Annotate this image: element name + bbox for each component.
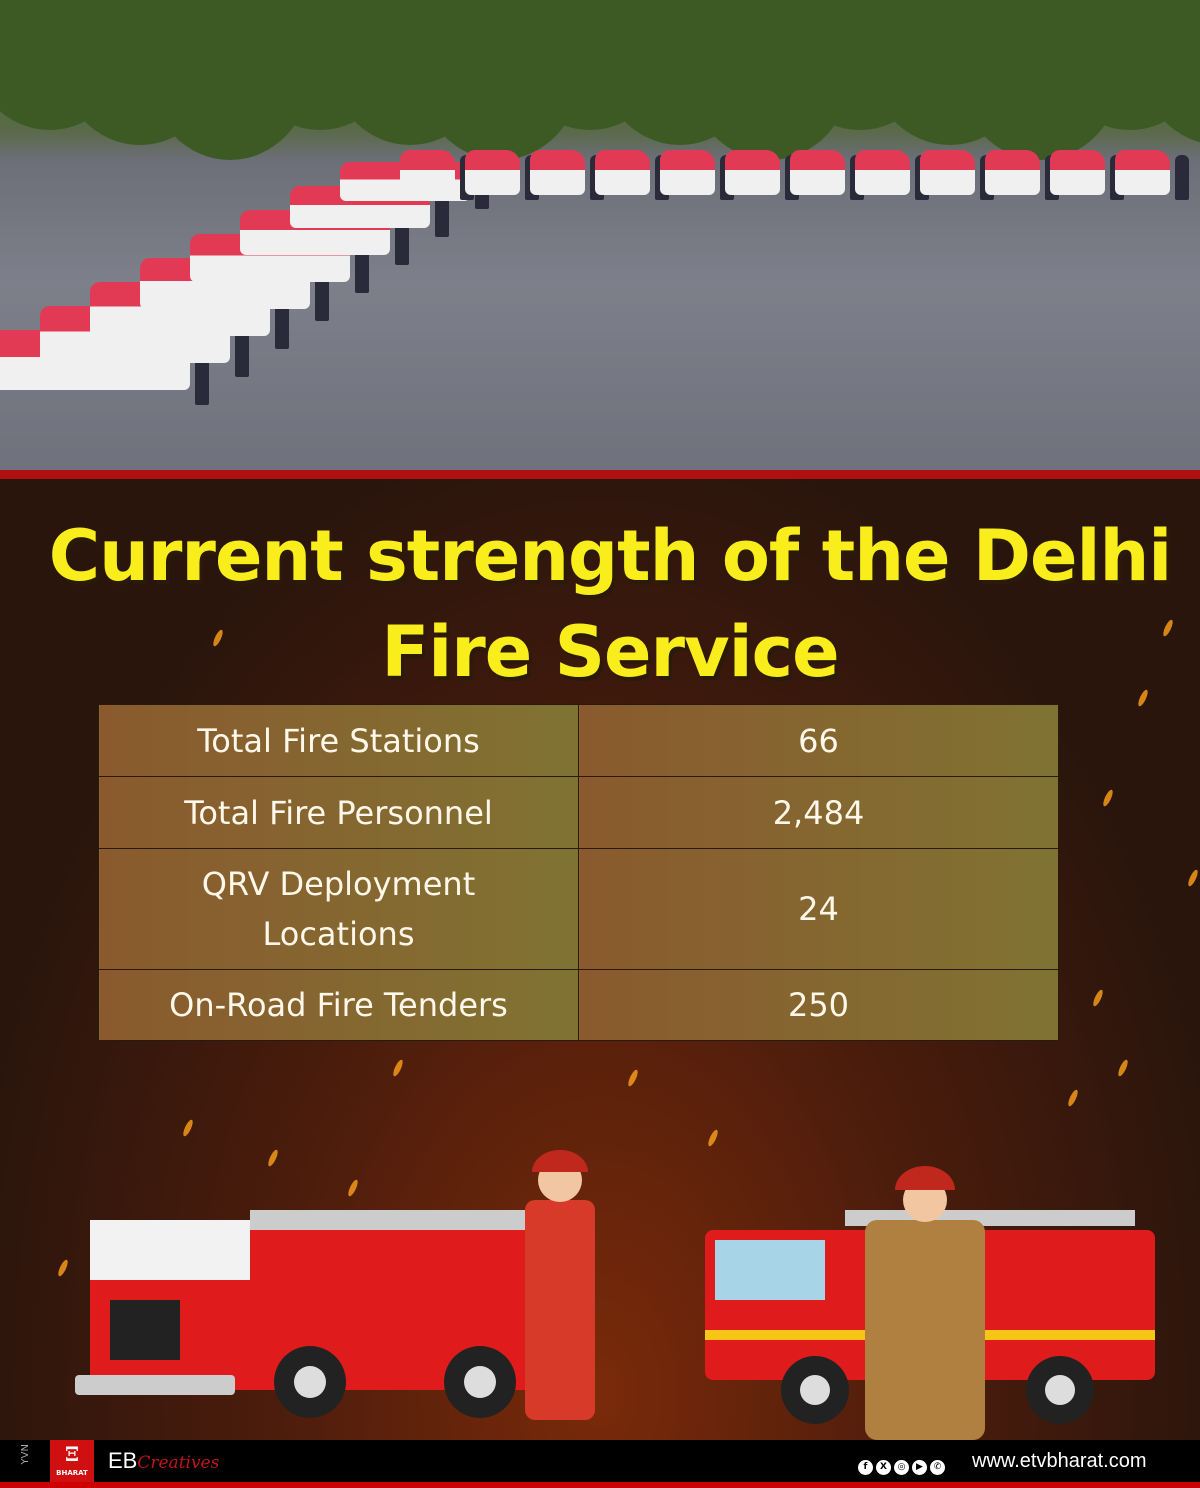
stat-label: Total Fire Stations — [98, 704, 579, 777]
stats-table: Total Fire Stations 66 Total Fire Personn… — [98, 704, 1059, 1041]
vehicle — [660, 150, 715, 195]
table-row: Total Fire Stations 66 — [98, 704, 1059, 777]
ember-spark — [1091, 988, 1105, 1008]
ember-spark — [1101, 788, 1115, 808]
stat-label: Total Fire Personnel — [98, 776, 579, 849]
page-title: Current strength of the Delhi Fire Servi… — [48, 515, 1173, 693]
header-photo-fire-vehicles — [0, 0, 1200, 470]
vehicle — [1115, 150, 1170, 195]
firefighter — [1175, 155, 1189, 200]
vehicle — [985, 150, 1040, 195]
table-row: Total Fire Personnel 2,484 — [98, 776, 1059, 849]
whatsapp-icon[interactable]: ✆ — [930, 1460, 945, 1475]
brand-logo: EBCreatives — [108, 1448, 220, 1474]
stat-value: 250 — [578, 969, 1059, 1041]
fire-truck-with-firefighter-illustration — [705, 1166, 1155, 1440]
stat-label: On-Road Fire Tenders — [98, 969, 579, 1041]
stat-label: QRV Deployment Locations — [98, 848, 579, 970]
vehicle — [1050, 150, 1105, 195]
stat-value: 24 — [578, 848, 1059, 970]
vehicle — [595, 150, 650, 195]
instagram-icon[interactable]: ◎ — [894, 1460, 909, 1475]
table-row: QRV Deployment Locations 24 — [98, 848, 1059, 970]
social-icons: f X ◎ ▶ ✆ — [858, 1454, 948, 1475]
vehicle — [530, 150, 585, 195]
stat-value: 2,484 — [578, 776, 1059, 849]
divider — [0, 470, 1200, 479]
firefighter — [435, 191, 449, 237]
footer-stripe — [0, 1482, 1200, 1488]
footer-bar: YVN Ξ BHARAT EBCreatives f X ◎ ▶ ✆ www.etvbh… — [0, 1440, 1200, 1482]
vehicle — [400, 150, 455, 195]
ember-spark — [1066, 1088, 1080, 1108]
vehicle — [790, 150, 845, 195]
x-icon[interactable]: X — [876, 1460, 891, 1475]
vehicle — [725, 150, 780, 195]
vehicle — [465, 150, 520, 195]
ember-spark — [706, 1128, 720, 1148]
youtube-icon[interactable]: ▶ — [912, 1460, 927, 1475]
ember-spark — [181, 1118, 195, 1138]
ember-spark — [56, 1258, 70, 1278]
vehicle — [920, 150, 975, 195]
ember-spark — [1116, 1058, 1130, 1078]
table-row: On-Road Fire Tenders 250 — [98, 969, 1059, 1041]
side-tag: YVN — [20, 1444, 31, 1465]
stat-value: 66 — [578, 704, 1059, 777]
website-link[interactable]: www.etvbharat.com — [972, 1450, 1147, 1472]
ember-spark — [391, 1058, 405, 1078]
fire-truck-with-firefighter-illustration — [75, 1150, 595, 1420]
vehicle — [855, 150, 910, 195]
etv-bharat-logo: Ξ BHARAT — [50, 1440, 94, 1482]
ember-spark — [626, 1068, 640, 1088]
facebook-icon[interactable]: f — [858, 1460, 873, 1475]
ember-spark — [1186, 868, 1200, 888]
